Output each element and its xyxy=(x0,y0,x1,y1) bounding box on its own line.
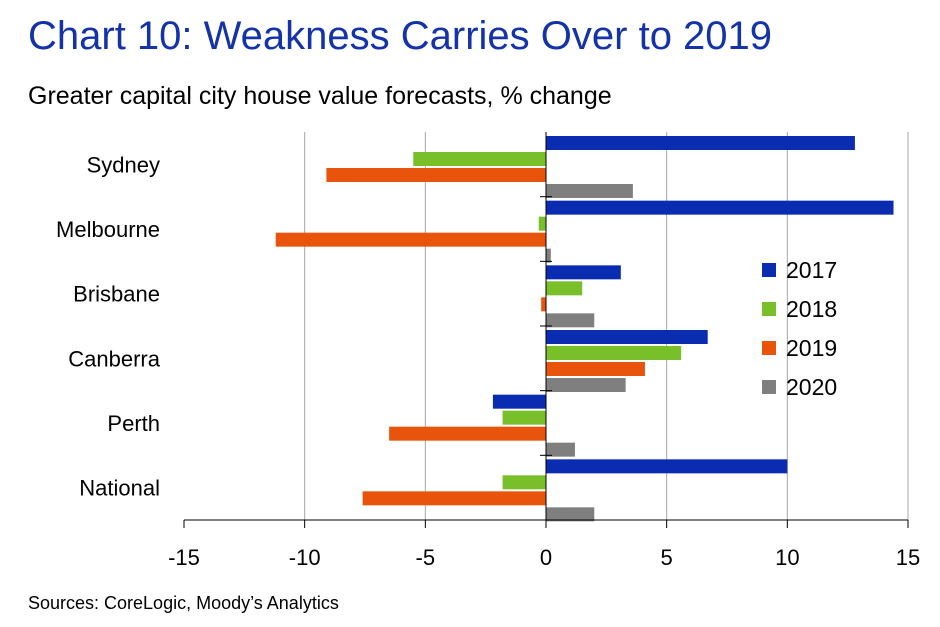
bar-2020-brisbane xyxy=(546,313,595,328)
legend-label: 2018 xyxy=(786,296,837,322)
source-note: Sources: CoreLogic, Moody’s Analytics xyxy=(28,593,339,613)
x-tick-label: -10 xyxy=(289,545,321,570)
bar-2017-brisbane xyxy=(546,265,621,280)
x-tick-label: -15 xyxy=(168,545,200,570)
bar-2019-perth xyxy=(389,426,546,441)
bar-2020-canberra xyxy=(546,378,626,392)
category-label: Canberra xyxy=(68,346,160,371)
bar-2018-national xyxy=(502,475,546,490)
bar-2018-perth xyxy=(502,410,546,425)
bar-2018-brisbane xyxy=(546,281,583,296)
bar-2019-melbourne xyxy=(275,232,546,247)
bar-chart: Sydney Melbourne Brisbane Canberra Perth Nati… xyxy=(56,132,920,570)
bar-2017-canberra xyxy=(546,330,708,344)
bar-2019-sydney xyxy=(326,168,546,182)
legend-label: 2017 xyxy=(786,257,837,283)
bar-2017-perth xyxy=(492,394,546,409)
chart-subtitle: Greater capital city house value forecas… xyxy=(28,82,612,110)
chart-title: Chart 10: Weakness Carries Over to 2019 xyxy=(28,14,773,58)
bar-2017-melbourne xyxy=(546,200,894,215)
category-label: Melbourne xyxy=(56,217,160,242)
gridlines xyxy=(304,132,909,520)
tick-labels: -15 -10 -5 0 5 10 15 xyxy=(168,545,920,570)
legend-swatch xyxy=(762,341,776,355)
x-tick-label: -5 xyxy=(416,545,436,570)
x-tick-label: 5 xyxy=(661,545,673,570)
bar-2020-sydney xyxy=(546,184,633,198)
category-label: Perth xyxy=(107,411,160,436)
bar-2017-sydney xyxy=(546,136,855,150)
legend-label: 2020 xyxy=(786,374,837,400)
bar-2019-canberra xyxy=(546,362,645,376)
bar-2017-national xyxy=(546,459,788,474)
legend-swatch xyxy=(762,263,776,277)
category-label: Brisbane xyxy=(73,282,160,307)
bar-2018-sydney xyxy=(413,152,546,166)
bar-2019-national xyxy=(362,491,546,506)
category-labels: Sydney Melbourne Brisbane Canberra Perth Nati… xyxy=(56,152,161,500)
category-label: Sydney xyxy=(87,152,160,177)
bar-2019-brisbane xyxy=(541,297,546,312)
x-tick-label: 10 xyxy=(775,545,799,570)
bar-2020-perth xyxy=(546,442,575,457)
axes xyxy=(183,132,909,528)
x-tick-label: 0 xyxy=(540,545,552,570)
legend-swatch xyxy=(762,302,776,316)
category-label: National xyxy=(79,476,160,501)
bars xyxy=(275,136,894,522)
bar-2020-melbourne xyxy=(546,248,551,263)
legend-swatch xyxy=(762,380,776,394)
x-tick-label: 15 xyxy=(896,545,920,570)
bar-2020-national xyxy=(546,507,595,522)
bar-2018-melbourne xyxy=(538,216,546,231)
bar-2018-canberra xyxy=(546,346,682,360)
legend-label: 2019 xyxy=(786,335,837,361)
legend: 2017 2018 2019 2020 xyxy=(762,257,837,400)
